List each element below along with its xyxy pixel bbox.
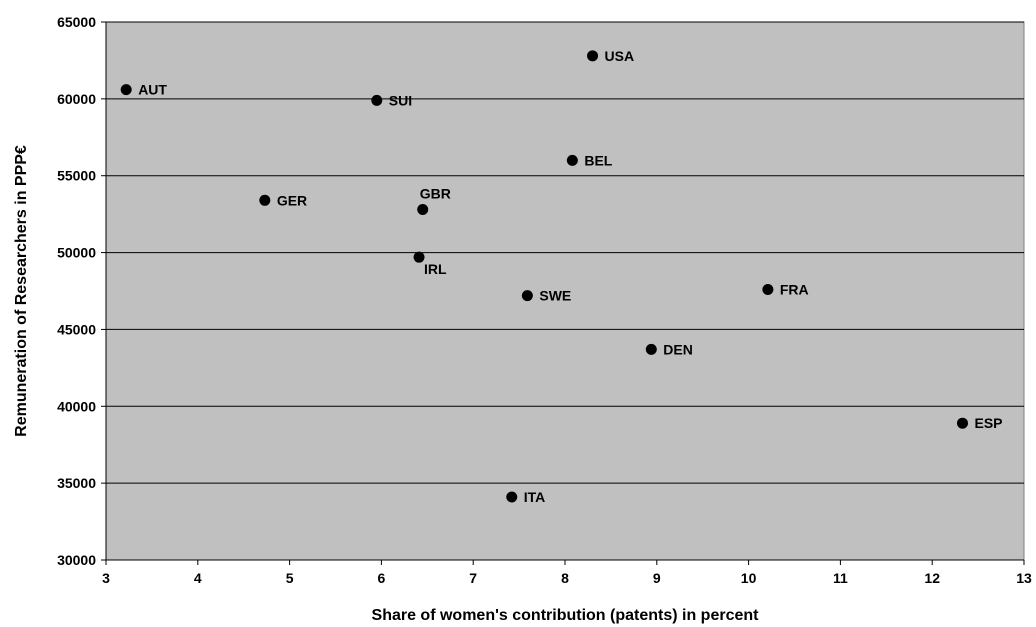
y-tick-label: 40000 bbox=[57, 398, 96, 414]
axes bbox=[101, 21, 1025, 565]
point-label: SUI bbox=[389, 92, 412, 108]
point-marker bbox=[566, 154, 578, 166]
point-marker bbox=[521, 290, 533, 302]
point-marker bbox=[417, 204, 429, 216]
point-marker bbox=[956, 417, 968, 429]
point-marker bbox=[371, 94, 383, 106]
x-tick-label: 9 bbox=[653, 570, 661, 586]
data-point-bel: BEL bbox=[566, 152, 613, 168]
point-label: SWE bbox=[539, 288, 571, 304]
point-marker bbox=[259, 194, 271, 206]
x-tick-label: 13 bbox=[1016, 570, 1032, 586]
data-point-esp: ESP bbox=[956, 415, 1003, 431]
point-marker bbox=[587, 50, 599, 62]
point-label: DEN bbox=[663, 341, 693, 357]
point-marker bbox=[762, 283, 774, 295]
data-point-irl: IRL bbox=[413, 251, 447, 277]
point-label: ITA bbox=[524, 489, 546, 505]
data-point-ger: GER bbox=[259, 192, 307, 208]
data-point-den: DEN bbox=[645, 341, 693, 357]
point-label: AUT bbox=[138, 82, 167, 98]
data-point-usa: USA bbox=[587, 48, 634, 64]
y-tick-label: 65000 bbox=[57, 14, 96, 30]
point-label: GBR bbox=[420, 186, 451, 202]
y-tick-label: 55000 bbox=[57, 168, 96, 184]
x-tick-label: 5 bbox=[286, 570, 294, 586]
x-tick-label: 11 bbox=[833, 570, 848, 586]
data-point-ita: ITA bbox=[506, 489, 545, 505]
x-tick-labels: 3 4 5 6 7 8 9 10 11 12 13 bbox=[102, 570, 1032, 586]
y-tick-label: 60000 bbox=[57, 91, 96, 107]
point-label: GER bbox=[277, 192, 307, 208]
point-marker bbox=[120, 84, 132, 96]
data-point-gbr: GBR bbox=[417, 186, 451, 216]
point-marker bbox=[645, 343, 657, 355]
x-tick-label: 12 bbox=[924, 570, 940, 586]
y-tick-label: 35000 bbox=[57, 475, 96, 491]
data-points: AUT SUI USA BEL GER GBR IRL SWE FRA DEN ESP ITA bbox=[120, 48, 1003, 505]
point-label: FRA bbox=[780, 281, 809, 297]
x-tick-label: 4 bbox=[194, 570, 202, 586]
data-point-sui: SUI bbox=[371, 92, 412, 108]
data-point-aut: AUT bbox=[120, 82, 167, 98]
point-label: BEL bbox=[584, 152, 612, 168]
data-point-swe: SWE bbox=[521, 288, 571, 304]
plot-area bbox=[105, 21, 1025, 561]
point-label: USA bbox=[605, 48, 635, 64]
point-label: IRL bbox=[424, 261, 447, 277]
x-tick-label: 10 bbox=[741, 570, 757, 586]
point-label: ESP bbox=[974, 415, 1002, 431]
gridlines bbox=[106, 21, 1024, 484]
x-tick-label: 3 bbox=[102, 570, 110, 586]
y-tick-label: 30000 bbox=[57, 552, 96, 568]
data-point-fra: FRA bbox=[762, 281, 809, 297]
y-tick-label: 50000 bbox=[57, 245, 96, 261]
x-axis-title: Share of women's contribution (patents) … bbox=[372, 607, 760, 624]
y-axis-title: Remuneration of Researchers in PPP€ bbox=[13, 145, 30, 437]
x-tick-label: 6 bbox=[378, 570, 386, 586]
x-tick-label: 7 bbox=[469, 570, 477, 586]
point-marker bbox=[506, 491, 518, 503]
y-tick-labels: 30000 35000 40000 45000 50000 55000 60000 65000 bbox=[57, 14, 96, 568]
x-tick-label: 8 bbox=[561, 570, 569, 586]
point-marker bbox=[413, 251, 425, 263]
y-tick-label: 45000 bbox=[57, 321, 96, 337]
